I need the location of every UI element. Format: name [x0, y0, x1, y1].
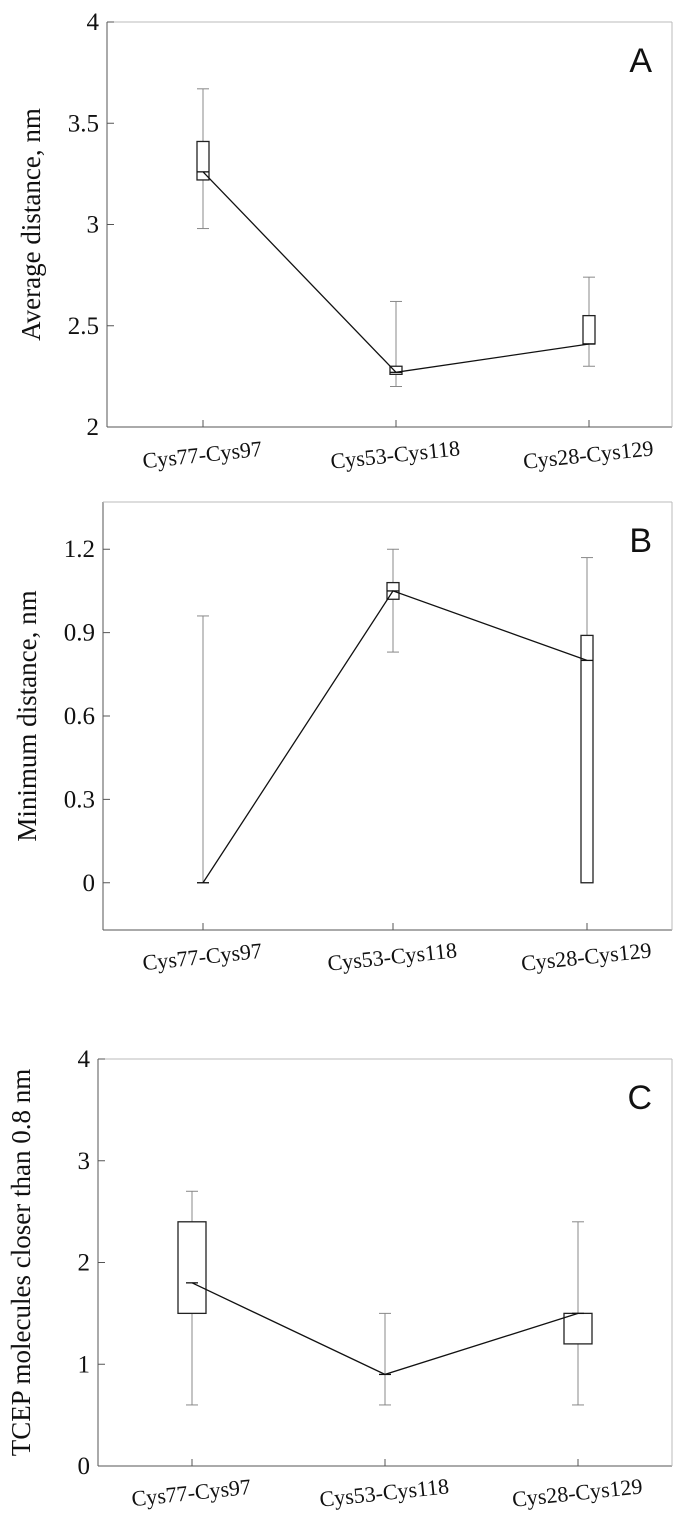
box [580, 634, 594, 884]
x-tick-label: Cys77-Cys97 [141, 436, 263, 473]
x-tick-label: Cys53-Cys118 [318, 1473, 450, 1511]
y-axis-title: Minimum distance, nm [12, 590, 42, 841]
series-line [202, 590, 588, 884]
y-tick-label: 0.9 [64, 620, 95, 647]
box [389, 365, 403, 375]
panel-label: B [629, 522, 652, 560]
x-tick-label: Cys28-Cys129 [511, 1473, 644, 1512]
y-tick-label: 0.3 [64, 786, 95, 813]
box [177, 1221, 207, 1315]
y-tick-label: 1 [78, 1351, 91, 1378]
x-tick-label: Cys77-Cys97 [130, 1474, 252, 1511]
x-tick-label: Cys77-Cys97 [141, 938, 263, 975]
y-tick-label: 2 [87, 414, 100, 441]
panel-a: 2 2.5 3 3.5 4 Cys77-Cys97 Cys53-Cys118 Cys28-Cy… [16, 9, 673, 474]
y-axis-title: Average distance, nm [16, 108, 46, 341]
box [563, 1312, 593, 1345]
y-tick-label: 0 [78, 1453, 91, 1480]
y-tick-label: 1.2 [64, 536, 95, 563]
y-tick-label: 3 [87, 212, 100, 239]
panel-c: 0 1 2 3 4 Cys77-Cys97 Cys53-Cys118 Cys28-Cys129… [6, 1046, 673, 1512]
x-tick-label: Cys28-Cys129 [520, 937, 653, 976]
x-tick-label: Cys28-Cys129 [522, 435, 655, 474]
y-tick-label: 4 [87, 9, 100, 36]
x-tick-label: Cys53-Cys118 [329, 435, 461, 473]
box [196, 140, 210, 181]
panel-label: C [627, 1079, 652, 1117]
panel-b: 0 0.3 0.6 0.9 1.2 Cys77-Cys97 Cys53-Cys118 Cys2… [12, 501, 673, 976]
y-tick-label: 3.5 [68, 110, 99, 137]
box [582, 314, 596, 345]
y-axis-title: TCEP molecules closer than 0.8 nm [6, 1069, 36, 1456]
y-tick-label: 3 [78, 1148, 91, 1175]
panel-label: A [629, 42, 652, 80]
y-tick-label: 2 [78, 1250, 91, 1277]
y-tick-label: 4 [78, 1046, 91, 1073]
x-tick-label: Cys53-Cys118 [326, 937, 458, 975]
y-tick-label: 0 [83, 870, 96, 897]
y-tick-label: 0.6 [64, 703, 95, 730]
y-tick-label: 2.5 [68, 313, 99, 340]
